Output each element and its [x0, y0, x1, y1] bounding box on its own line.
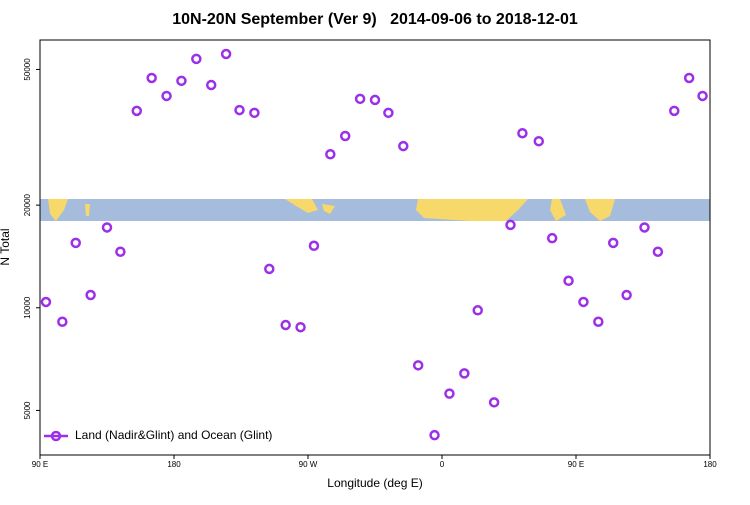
- point: [621, 289, 632, 301]
- point: [697, 90, 708, 102]
- point: [505, 219, 516, 231]
- y-tick-label: 20000: [23, 193, 32, 216]
- x-tick-label: 90 W: [299, 460, 318, 469]
- land: [285, 199, 318, 213]
- land: [585, 199, 615, 221]
- plot-frame: [39, 39, 711, 456]
- point: [57, 316, 68, 327]
- point: [398, 140, 409, 152]
- point: [593, 316, 604, 327]
- land: [550, 199, 566, 221]
- point: [488, 397, 500, 408]
- legend-label: Land (Nadir&Glint) and Ocean (Glint): [75, 428, 272, 442]
- point: [354, 93, 366, 105]
- point: [40, 296, 52, 308]
- point: [429, 429, 440, 441]
- land: [85, 204, 90, 216]
- y-tick-label: 5000: [23, 401, 32, 419]
- point: [70, 237, 81, 249]
- point: [85, 289, 96, 301]
- x-axis-label: Longitude (deg E): [327, 476, 422, 490]
- legend-marker: [50, 430, 62, 442]
- x-tick-label: 90 E: [568, 460, 584, 469]
- point: [234, 104, 245, 116]
- point: [517, 127, 528, 139]
- chart-title: 10N-20N September (Ver 9) 2014-09-06 to …: [172, 11, 578, 28]
- point: [533, 135, 545, 147]
- x-tick-label: 90 E: [32, 460, 48, 469]
- land: [416, 199, 528, 221]
- point: [101, 222, 113, 233]
- point: [339, 130, 351, 142]
- point: [412, 360, 424, 371]
- point: [563, 275, 574, 287]
- map-strip: [40, 199, 710, 221]
- point: [444, 388, 455, 399]
- point: [383, 107, 394, 119]
- point: [295, 321, 306, 333]
- point: [472, 305, 483, 316]
- point: [115, 246, 126, 257]
- point: [264, 263, 275, 275]
- x-tick-label: 180: [703, 460, 717, 469]
- y-tick-label: 50000: [23, 58, 32, 81]
- point: [280, 319, 291, 331]
- point: [369, 94, 381, 106]
- land: [48, 199, 68, 221]
- point: [205, 79, 217, 91]
- point: [669, 105, 680, 117]
- point: [220, 48, 232, 60]
- x-tick-label: 180: [167, 460, 181, 469]
- point: [249, 107, 260, 119]
- point: [652, 246, 664, 257]
- point: [146, 72, 157, 84]
- y-axis-label: N Total: [0, 228, 12, 265]
- y-tick-label: 10000: [23, 296, 32, 319]
- point: [459, 368, 470, 379]
- point: [639, 222, 650, 233]
- point: [578, 296, 589, 308]
- point: [191, 53, 202, 65]
- point: [131, 105, 143, 117]
- x-tick-label: 0: [440, 460, 445, 469]
- land: [322, 204, 335, 214]
- point: [325, 149, 336, 160]
- point: [607, 237, 619, 249]
- point: [546, 232, 558, 244]
- point: [683, 72, 695, 84]
- point: [161, 90, 172, 102]
- point: [308, 240, 320, 252]
- ocean-band: [40, 199, 710, 221]
- point: [176, 75, 187, 87]
